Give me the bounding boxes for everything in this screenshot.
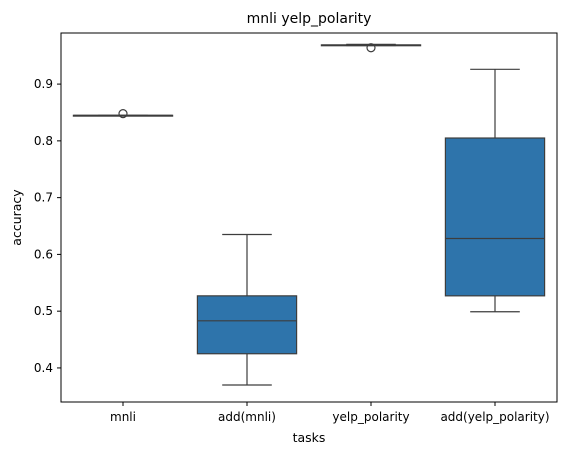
box-group-1 (196, 233, 298, 386)
chart-title: mnli yelp_polarity (247, 11, 372, 27)
x-tick-label: yelp_polarity (332, 410, 409, 424)
x-tick-label: add(mnli) (218, 410, 276, 424)
y-tick-label: 0.4 (34, 361, 53, 375)
box-group-0 (72, 109, 174, 119)
box-group-2 (320, 43, 422, 53)
outlier-point (118, 109, 128, 119)
box-group-3 (444, 68, 546, 313)
y-tick-label: 0.6 (34, 247, 53, 261)
y-tick-label: 0.5 (34, 304, 53, 318)
outlier-point (366, 43, 376, 53)
y-axis-label: accuracy (9, 189, 24, 246)
x-tick-label: add(yelp_polarity) (440, 410, 549, 424)
x-tick-label: mnli (110, 410, 136, 424)
box-iqr (444, 137, 546, 297)
y-tick-label: 0.8 (34, 134, 53, 148)
axes: 0.4 0.5 0.6 0.7 0.8 0.9 mnli add(mnli) yelp_pola… (34, 32, 558, 424)
y-tick-label: 0.9 (34, 77, 53, 91)
y-tick-label: 0.7 (34, 191, 53, 205)
box-iqr (196, 295, 298, 355)
plot-area (72, 43, 546, 386)
x-axis-label: tasks (293, 430, 326, 445)
plot-frame (60, 32, 558, 403)
